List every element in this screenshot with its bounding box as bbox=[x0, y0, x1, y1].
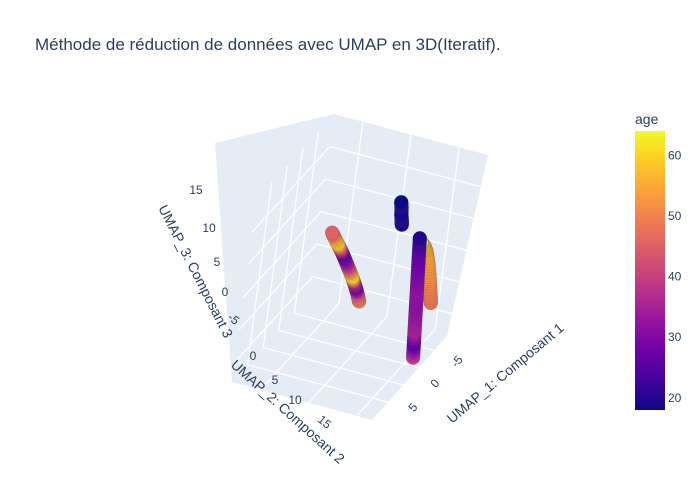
colorbar-tick-label: 30 bbox=[668, 330, 682, 344]
colorbar-tick-label: 20 bbox=[668, 391, 682, 405]
gridline bbox=[262, 165, 288, 348]
x-axis-title: UMAP_1: Composant 1 bbox=[444, 319, 567, 426]
gridline bbox=[338, 121, 364, 304]
colorbar-gradient bbox=[635, 131, 665, 410]
pane-floor bbox=[232, 296, 447, 420]
gridline bbox=[234, 276, 314, 363]
chart-title: Méthode de réduction de données avec UMA… bbox=[35, 35, 501, 54]
colorbar-tick-label: 60 bbox=[668, 148, 682, 162]
colorbar-tick-label: 50 bbox=[668, 209, 682, 223]
x-tick-label: 5 bbox=[405, 400, 420, 414]
pane-left bbox=[215, 114, 334, 382]
gridline bbox=[251, 146, 331, 233]
gridline bbox=[356, 328, 436, 416]
y-tick-label: 0 bbox=[250, 349, 257, 363]
gridline bbox=[242, 211, 322, 298]
x-tick-label: -5 bbox=[448, 353, 466, 370]
z-tick-label: 0 bbox=[222, 285, 229, 299]
y-tick-label: 5 bbox=[272, 373, 279, 387]
scatter-point[interactable] bbox=[324, 225, 340, 240]
x-tick-label: 0 bbox=[427, 376, 442, 390]
z-tick-labels: 15 10 5 0 -5 bbox=[189, 183, 242, 328]
scatter-point[interactable] bbox=[412, 231, 428, 246]
z-tick-label: 15 bbox=[189, 183, 203, 197]
gridline bbox=[246, 178, 326, 266]
scatter-points[interactable] bbox=[324, 194, 439, 365]
gridline bbox=[434, 147, 460, 330]
colorbar: age 20 30 40 50 60 bbox=[635, 111, 682, 410]
gridline bbox=[278, 148, 304, 331]
gridline bbox=[308, 316, 388, 403]
y-tick-label: 10 bbox=[288, 393, 302, 407]
gridline bbox=[293, 131, 320, 314]
gridline bbox=[246, 182, 273, 365]
scatter-point[interactable] bbox=[394, 194, 409, 210]
colorbar-tick-label: 40 bbox=[668, 270, 682, 284]
colorbar-title: age bbox=[635, 111, 659, 127]
colorbar-ticks: 20 30 40 50 60 bbox=[668, 148, 682, 405]
z-tick-label: 5 bbox=[214, 255, 221, 269]
gridline bbox=[260, 303, 340, 391]
gridline bbox=[238, 243, 318, 331]
z-tick-label: 10 bbox=[202, 221, 216, 235]
